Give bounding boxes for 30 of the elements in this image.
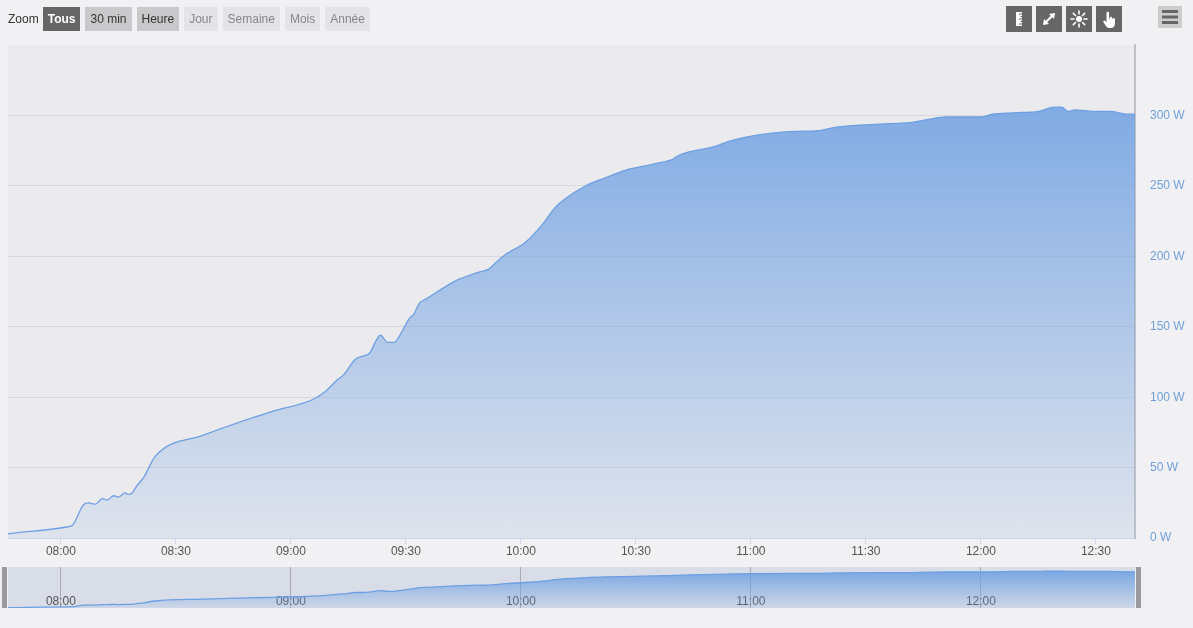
x-tick-label: 08:30 xyxy=(160,543,192,558)
x-tick-label: 11:00 xyxy=(736,594,766,609)
range-button: Heure xyxy=(136,7,180,31)
range-button: Année xyxy=(325,7,370,31)
range-button: 30 min xyxy=(85,7,132,31)
x-tick-label: 11:00 xyxy=(736,543,766,558)
x-tick-label: 10:30 xyxy=(620,543,652,558)
x-tick-label: 09:30 xyxy=(390,543,422,558)
y-tick-label: 300 W xyxy=(1150,107,1186,122)
x-tick-label: 10:00 xyxy=(505,594,537,609)
y-tick-label: 150 W xyxy=(1150,319,1186,334)
range-button: Tous xyxy=(42,7,81,31)
y-tick-label: 50 W xyxy=(1150,459,1179,474)
range-button: Jour xyxy=(184,7,218,31)
x-tick-label: 08:00 xyxy=(45,543,77,558)
y-tick-label: 200 W xyxy=(1150,248,1186,263)
x-tick-label: 10:00 xyxy=(505,543,537,558)
x-tick-label: 12:00 xyxy=(965,594,997,609)
range-button: Semaine xyxy=(222,7,280,31)
x-tick-label: 08:00 xyxy=(45,594,77,609)
x-tick-label: 12:30 xyxy=(1080,543,1112,558)
y-tick-label: 0 W xyxy=(1150,530,1173,545)
y-tick-label: 100 W xyxy=(1150,389,1186,404)
text: Zoom xyxy=(8,12,39,26)
x-tick-label: 09:00 xyxy=(275,594,307,609)
x-tick-label: 09:00 xyxy=(275,543,307,558)
range-button: Mois xyxy=(284,7,321,31)
y-tick-label: 250 W xyxy=(1150,178,1186,193)
x-tick-label: 11:30 xyxy=(851,543,881,558)
x-tick-label: 12:00 xyxy=(965,543,997,558)
